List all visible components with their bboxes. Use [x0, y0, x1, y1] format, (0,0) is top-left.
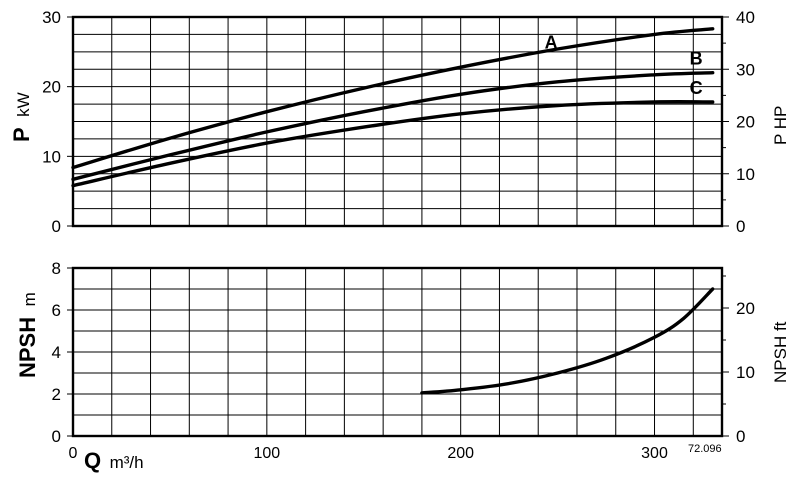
power-y2-tick-label: 30 — [736, 60, 755, 79]
flow-x-axis-label: Q m³/h — [84, 448, 144, 473]
x-tick-label: 300 — [641, 445, 668, 462]
power-y2-tick-label: 0 — [736, 217, 745, 236]
npsh-y-axis-symbol: NPSH — [15, 317, 40, 378]
power-y2-tick-label: 40 — [736, 8, 755, 27]
npsh-y-tick-label: 4 — [52, 343, 61, 362]
npsh-y-tick-label: 6 — [52, 301, 61, 320]
power-y2-tick-label: 20 — [736, 113, 755, 132]
power-curve-b — [71, 71, 715, 181]
npsh-y-axis-unit: m — [20, 292, 39, 306]
x-tick-label: 200 — [447, 445, 474, 462]
npsh-y-tick-label: 2 — [52, 385, 61, 404]
x-tick-label: 100 — [253, 445, 280, 462]
power-hp-axis-label: P HP — [771, 106, 790, 145]
power-curve-a — [71, 27, 715, 170]
power-y-tick-label: 10 — [42, 147, 61, 166]
flow-x-axis-unit: m³/h — [110, 453, 144, 472]
flow-x-axis-symbol: Q — [84, 448, 101, 473]
power-y2-tick-label: 10 — [736, 165, 755, 184]
npsh-chart-grid — [67, 266, 729, 438]
power-curve-c — [71, 100, 715, 188]
npsh-y2-tick-label: 0 — [736, 427, 745, 446]
power-y-axis-label: P kW — [9, 92, 34, 142]
power-y-axis-unit: kW — [14, 92, 33, 117]
npsh-y2-tick-label: 10 — [736, 363, 755, 382]
npsh-y-axis-label: NPSH m — [15, 292, 40, 378]
series-label-c: C — [690, 78, 703, 98]
npsh-y-tick-label: 8 — [52, 259, 61, 278]
reference-code: 72.096 — [688, 443, 722, 455]
npsh-y2-tick-label: 20 — [736, 299, 755, 318]
npsh-y-tick-label: 0 — [52, 427, 61, 446]
npsh-curve — [420, 287, 715, 395]
x-tick-label: 0 — [69, 445, 78, 462]
power-y-tick-label: 20 — [42, 78, 61, 97]
curves — [71, 27, 715, 395]
power-y-tick-label: 0 — [52, 217, 61, 236]
series-label-b: B — [690, 49, 703, 69]
power-y-axis-symbol: P — [9, 127, 34, 142]
power-y-tick-label: 30 — [42, 8, 61, 27]
npsh-ft-axis-label: NPSH ft — [771, 321, 790, 383]
series-label-a: A — [545, 33, 558, 53]
